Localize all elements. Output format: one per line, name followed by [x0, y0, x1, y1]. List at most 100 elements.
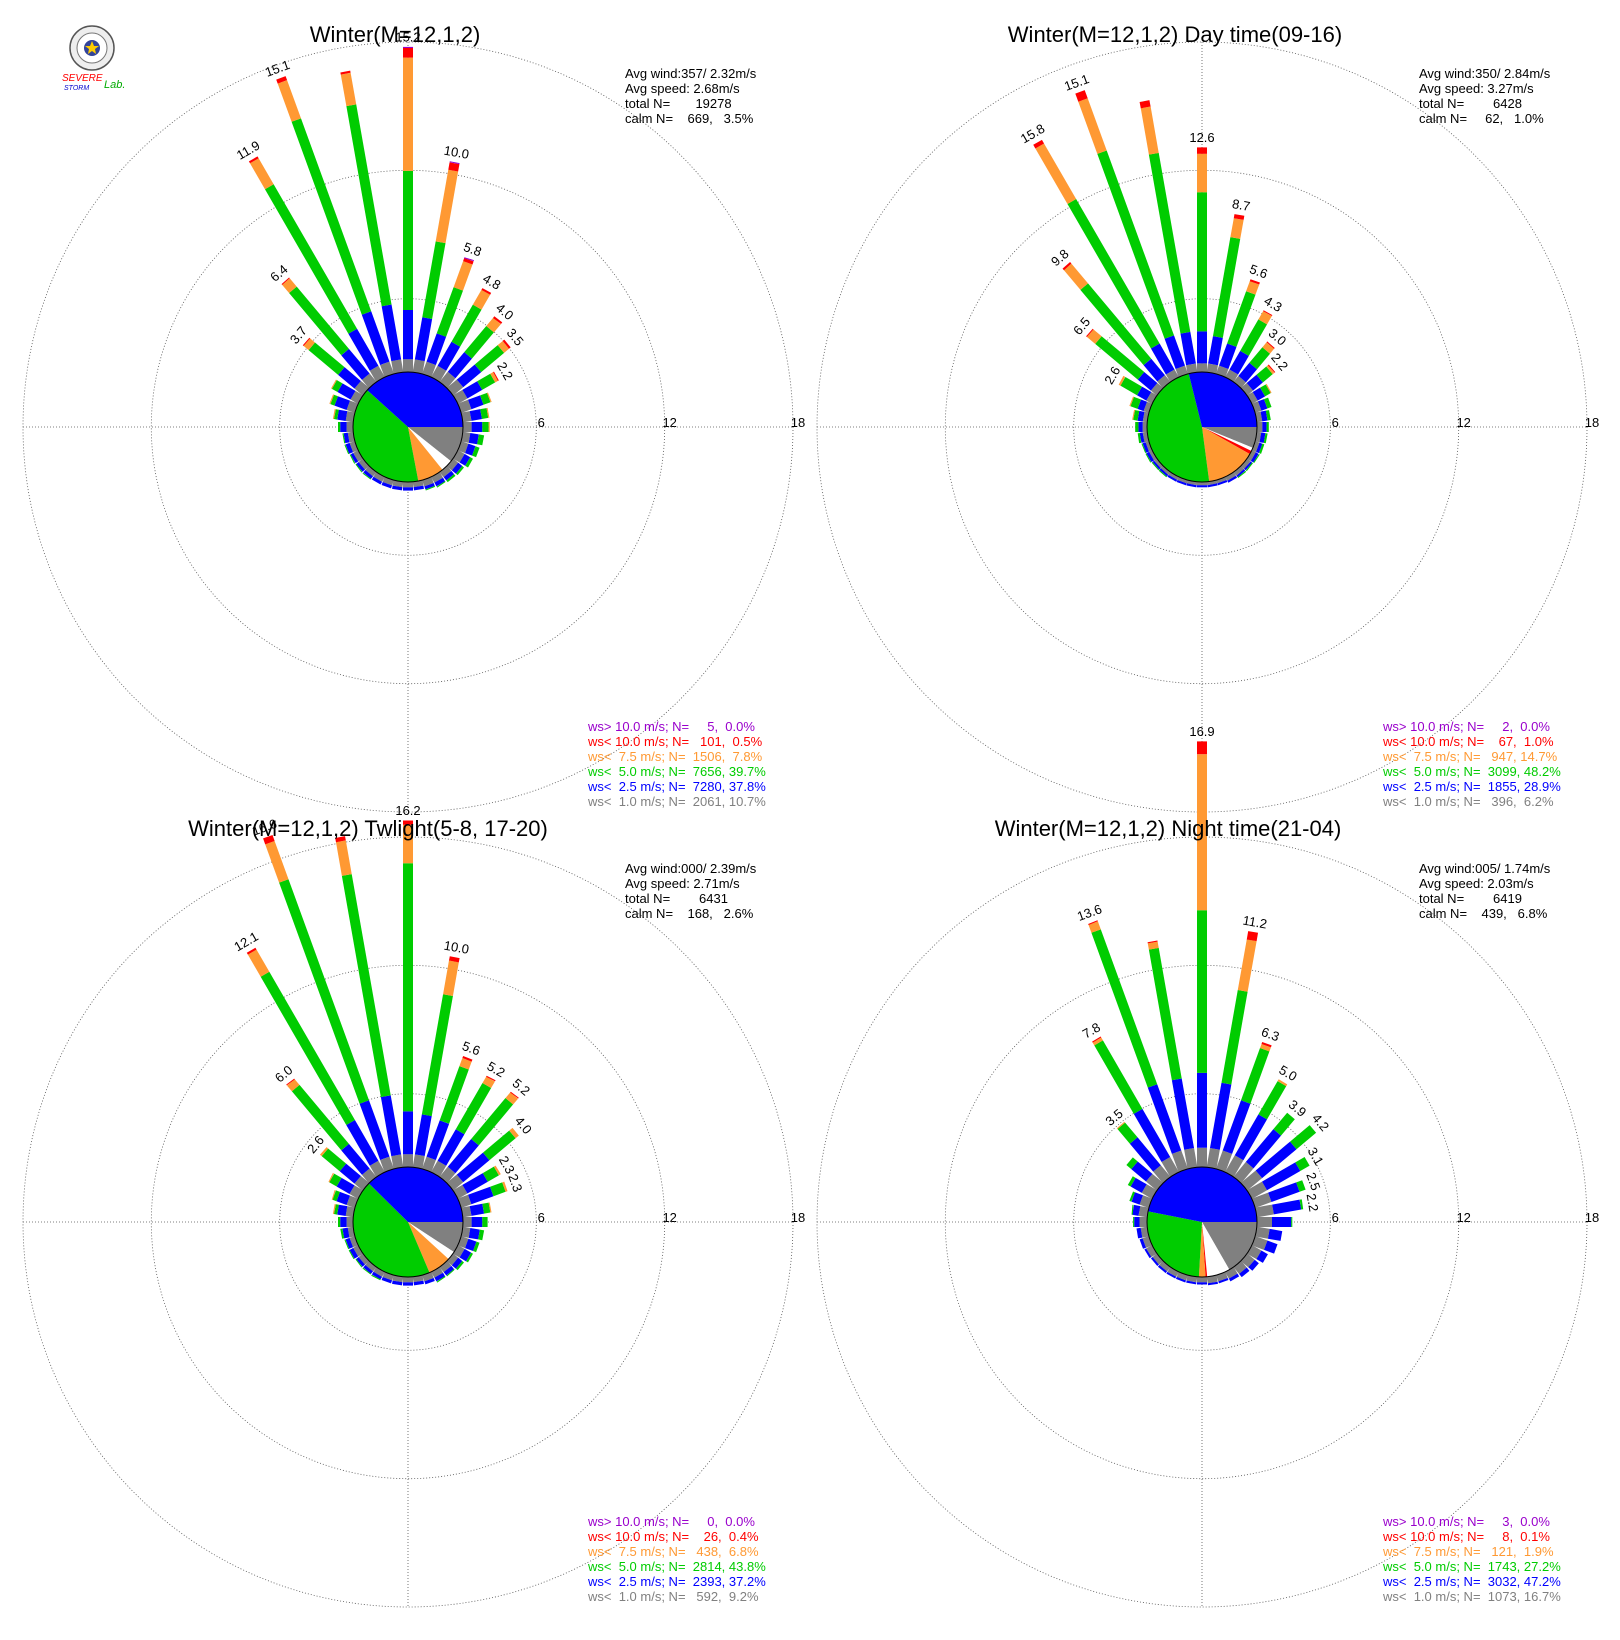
legend-entry: ws< 2.5 m/s; N= 1855, 28.9%	[1382, 779, 1561, 794]
petal-segment	[446, 458, 459, 471]
petal-segment	[1117, 1122, 1138, 1144]
petal-segment	[1131, 1161, 1153, 1182]
petal-segment	[453, 1184, 468, 1199]
petal-segment	[1157, 375, 1171, 389]
petal-segment	[1212, 237, 1241, 338]
petal-value-label: 15.1	[263, 57, 292, 80]
pie-outline	[352, 1166, 464, 1278]
petal-segment	[465, 1238, 477, 1252]
petal-segment	[1186, 480, 1198, 486]
petal-segment	[457, 399, 472, 413]
petal-segment	[363, 469, 374, 479]
petal-segment	[1141, 1184, 1157, 1199]
petal-value-label: 8.7	[1231, 196, 1251, 214]
pie-slice	[1146, 1211, 1202, 1277]
petal-segment	[1255, 1141, 1297, 1179]
petal-segment	[349, 1185, 363, 1199]
petal-segment	[437, 1129, 465, 1166]
petal-segment	[363, 1264, 374, 1274]
petal-segment	[468, 1227, 480, 1240]
petal-segment	[347, 1226, 355, 1238]
petal-segment	[1262, 342, 1275, 354]
petal-segment	[1233, 375, 1247, 389]
petal-segment	[422, 1156, 436, 1173]
petal-segment	[477, 434, 485, 446]
petal-segment	[359, 1100, 390, 1161]
petal-segment	[302, 337, 311, 346]
petal-segment	[1261, 1042, 1272, 1048]
petal-segment	[1142, 442, 1150, 453]
petal-segment	[381, 304, 402, 362]
petal-value-label: 12.6	[1189, 130, 1214, 145]
petal-segment	[1161, 1157, 1179, 1177]
petal-segment	[247, 949, 270, 977]
petal-segment	[1219, 343, 1237, 370]
petal-segment	[349, 1236, 358, 1248]
petal-segment	[1186, 363, 1198, 374]
petal-segment	[281, 277, 290, 285]
stat-line: Avg speed: 3.27m/s	[1419, 81, 1534, 96]
petal-segment	[1146, 391, 1157, 404]
petal-segment	[474, 345, 505, 373]
petal-segment	[371, 476, 383, 485]
petal-segment	[426, 1120, 450, 1161]
petal-segment	[1241, 1047, 1270, 1104]
petal-value-label: 16.2	[395, 803, 420, 818]
petal-segment	[1233, 1161, 1254, 1184]
petal-segment	[392, 1280, 403, 1286]
petal-segment	[1171, 1078, 1195, 1150]
legend-entry: ws< 1.0 m/s; N= 592, 9.2%	[587, 1589, 759, 1604]
petal-segment	[289, 286, 349, 356]
petal-segment	[1140, 1226, 1149, 1238]
petal-segment	[472, 289, 491, 310]
legend-entry: ws< 1.0 m/s; N= 396, 6.2%	[1382, 794, 1554, 809]
pie-outline	[352, 371, 464, 483]
petal-segment	[287, 1079, 300, 1092]
petal-segment	[371, 1274, 381, 1281]
pie-slice	[408, 1222, 464, 1253]
stat-line: total N= 6428	[1419, 96, 1522, 111]
petal-segment	[1142, 431, 1149, 443]
petal-segment	[1142, 411, 1149, 423]
petal-segment	[320, 1147, 329, 1157]
petal-segment	[1245, 1129, 1282, 1169]
petal-segment	[1165, 369, 1179, 382]
petal-segment	[1120, 376, 1143, 396]
pie-slice	[1188, 371, 1257, 427]
petal-segment	[1171, 1150, 1188, 1173]
petal-segment	[465, 457, 473, 468]
petal-segment	[1209, 1082, 1232, 1150]
petal-segment	[1252, 387, 1266, 401]
petal-segment	[338, 367, 361, 389]
pie-outline	[1146, 371, 1258, 483]
petal-segment	[392, 485, 403, 491]
legend-entry: ws< 5.0 m/s; N= 2814, 43.8%	[587, 1559, 766, 1574]
petal-segment	[1176, 480, 1187, 486]
stat-line: Avg speed: 2.03m/s	[1419, 876, 1534, 891]
petal-segment	[391, 359, 404, 374]
petal-segment	[355, 463, 363, 473]
petal-segment	[1092, 1037, 1103, 1046]
petal-segment	[1062, 262, 1072, 271]
petal-segment	[457, 441, 469, 454]
petal-value-label: 6.3	[1259, 1024, 1281, 1044]
petal-segment	[472, 446, 480, 458]
panel-title: Winter(M=12,1,2) Twlight(5-8, 17-20)	[188, 816, 548, 841]
petal-segment	[1259, 443, 1265, 454]
pie-slice	[1198, 1222, 1206, 1277]
petal-segment	[481, 288, 492, 295]
pie-slice	[408, 427, 443, 481]
petal-segment	[1267, 1228, 1283, 1241]
petal-segment	[337, 383, 356, 400]
pie-slice	[1202, 1222, 1230, 1277]
petal-segment	[1133, 410, 1140, 421]
petal-segment	[1216, 1150, 1233, 1173]
ring-value-label: 18	[791, 1210, 805, 1225]
panel-title: Winter(M=12,1,2)	[310, 22, 481, 47]
petal-segment	[464, 325, 494, 359]
petal-segment	[1149, 450, 1157, 461]
petal-segment	[434, 1272, 446, 1282]
petal-segment	[436, 287, 463, 337]
petal-value-label: 5.6	[1248, 261, 1270, 281]
petal-segment	[392, 480, 404, 488]
